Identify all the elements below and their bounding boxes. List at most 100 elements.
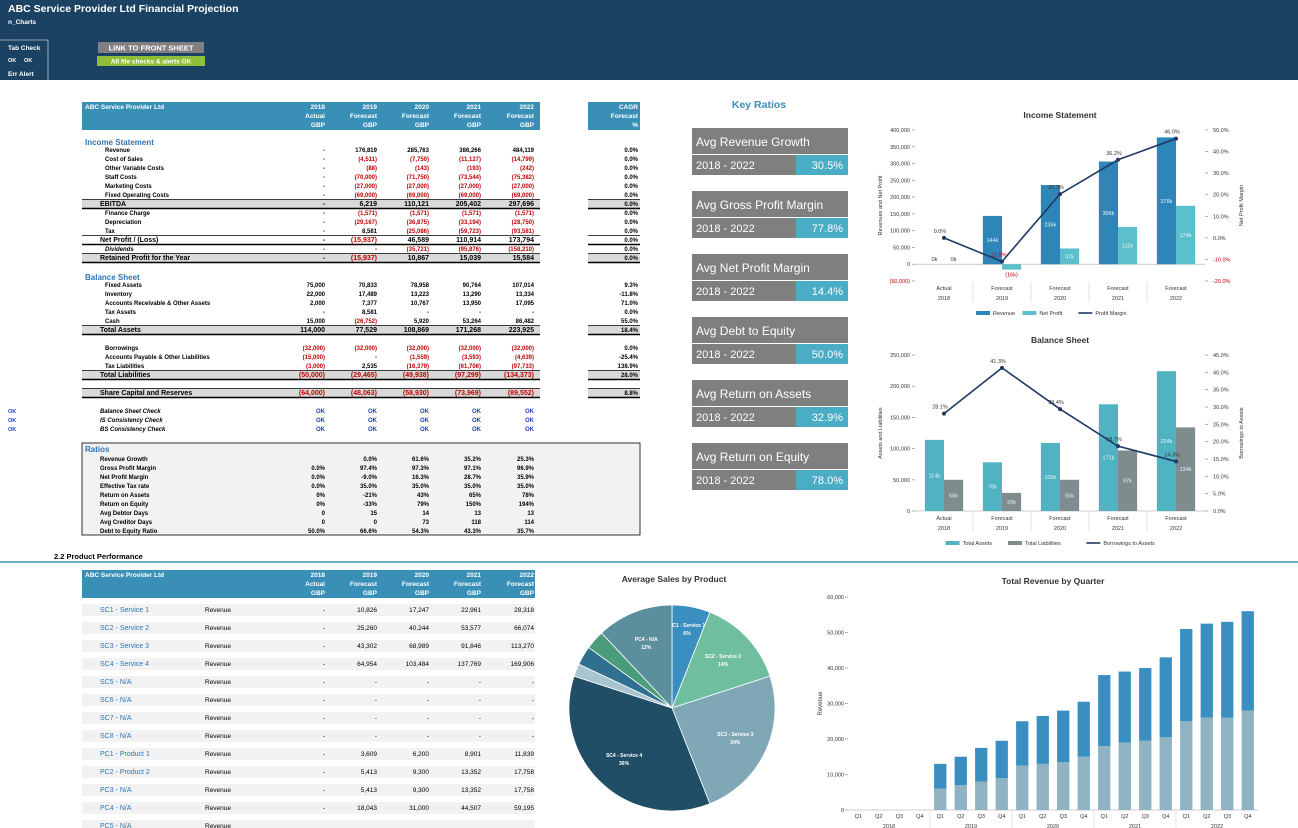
y2-tick-label: 10.0% — [1213, 214, 1229, 220]
cell-value: (32,000) — [512, 346, 534, 352]
x-tick-label: Q1 — [1101, 814, 1108, 820]
subtitle: n_Charts — [8, 19, 37, 26]
cell-value: - — [479, 715, 481, 722]
bar — [1002, 264, 1022, 270]
x-tick-label: Q4 — [1244, 814, 1251, 820]
x-tick-label: Q2 — [1121, 814, 1128, 820]
column-year: 2019 — [363, 572, 378, 579]
cell-value: - — [479, 733, 481, 740]
cell-value: (97,733) — [512, 364, 534, 370]
cell-value: 223,925 — [509, 327, 534, 334]
x-tick-label: 2021 — [1112, 526, 1124, 532]
ratio-value: 28.7% — [464, 475, 482, 481]
table-header — [82, 570, 535, 598]
cell-value: 176,819 — [355, 148, 377, 154]
legend-swatch — [945, 541, 960, 545]
cell-value: (93,581) — [512, 229, 534, 235]
cell-value: 297,696 — [509, 201, 534, 208]
row-label: Marketing Costs — [105, 184, 152, 190]
cell-value: - — [375, 355, 377, 361]
cell-value: - — [323, 237, 326, 244]
cell-value: (69,000) — [512, 193, 534, 199]
line-marker — [1058, 192, 1062, 197]
check-value: OK — [420, 427, 430, 433]
bar-segment — [1077, 756, 1090, 810]
column-status: Forecast — [402, 113, 430, 120]
cell-value: (70,000) — [355, 175, 377, 181]
ratio-value: 77.8% — [812, 223, 843, 235]
link-button[interactable] — [98, 42, 204, 53]
row-label: Other Variable Costs — [105, 166, 165, 172]
data-label: 114k — [929, 473, 941, 479]
row-label: Finance Charge — [105, 211, 151, 217]
bar-segment — [1118, 671, 1131, 743]
column-status: Actual — [305, 581, 325, 588]
slice-label: SC2 - Service 2 — [705, 654, 741, 660]
bar — [1118, 450, 1138, 511]
cell-value: 13,223 — [411, 292, 430, 298]
row-band — [82, 658, 535, 670]
cell-value: (71,750) — [407, 175, 429, 181]
product-metric: Revenue — [205, 679, 231, 686]
ratio-value: 66.6% — [360, 529, 378, 535]
total-band — [82, 370, 540, 380]
product-name: SC7 - N/A — [100, 715, 132, 722]
x-tick-label: Q3 — [1060, 814, 1067, 820]
column-unit: GBP — [415, 122, 430, 129]
ratio-label: Gross Profit Margin — [100, 466, 156, 472]
link-button-label[interactable]: LINK TO FRONT SHEET — [109, 44, 194, 53]
row-label: Total Liabilities — [100, 372, 151, 379]
ratio-value: 78.0% — [812, 475, 843, 487]
total-band — [588, 325, 640, 335]
x-tick-label: Q3 — [978, 814, 985, 820]
cell-value: 66,074 — [514, 625, 534, 632]
ratio-value: 35.0% — [464, 484, 482, 490]
row-band — [82, 730, 535, 742]
row-label: EBITDA — [100, 201, 126, 208]
row-label: Accounts Receivable & Other Assets — [105, 301, 211, 307]
cell-value: 6,200 — [413, 751, 430, 758]
y-tick-label: 100,000 — [890, 447, 910, 453]
y-tick-label: 200,000 — [890, 384, 910, 390]
cell-value: (3,593) — [462, 355, 481, 361]
cagr-value: 0.0% — [624, 220, 638, 226]
product-name: PC2 - Product 2 — [100, 769, 150, 776]
row-band — [82, 622, 535, 634]
chart-title: Balance Sheet — [1031, 335, 1089, 345]
y2-tick-label: 25.0% — [1213, 422, 1229, 428]
bar — [982, 462, 1002, 511]
cell-value: - — [427, 715, 429, 722]
cell-value: 114,000 — [300, 327, 325, 334]
cell-value: (15,937) — [351, 255, 377, 262]
cell-value: - — [323, 211, 325, 217]
ratio-tile — [692, 191, 848, 217]
cell-value: (49,938) — [403, 372, 429, 379]
x-tick-label: Actual — [936, 286, 951, 292]
check-value: OK — [472, 427, 482, 433]
cell-value: - — [532, 715, 534, 722]
x-tick-label: Q2 — [1039, 814, 1046, 820]
data-label: 78k — [988, 485, 997, 491]
ratio-value: 35.0% — [360, 484, 378, 490]
cagr-header: Forecast — [611, 113, 639, 120]
ratio-value: 0 — [322, 511, 326, 517]
bar-segment — [995, 778, 1008, 810]
cell-value: - — [323, 255, 326, 262]
ratio-tile — [692, 254, 848, 280]
cell-value: (143) — [415, 166, 429, 172]
cell-value: (27,000) — [512, 184, 534, 190]
data-label: 224k — [1160, 439, 1172, 445]
cell-value: 108,869 — [404, 327, 429, 334]
bar-segment — [934, 788, 947, 810]
ratio-label: Revenue Growth — [100, 457, 148, 463]
cell-value: - — [323, 625, 325, 632]
check-value: OK — [472, 418, 482, 424]
bar-segment — [954, 756, 967, 786]
bar-segment — [1200, 717, 1213, 810]
cagr-value: 0.0% — [624, 157, 638, 163]
row-label: Cash — [105, 319, 120, 325]
bar — [1060, 479, 1080, 511]
bar — [982, 215, 1002, 265]
cell-value: - — [323, 661, 325, 668]
